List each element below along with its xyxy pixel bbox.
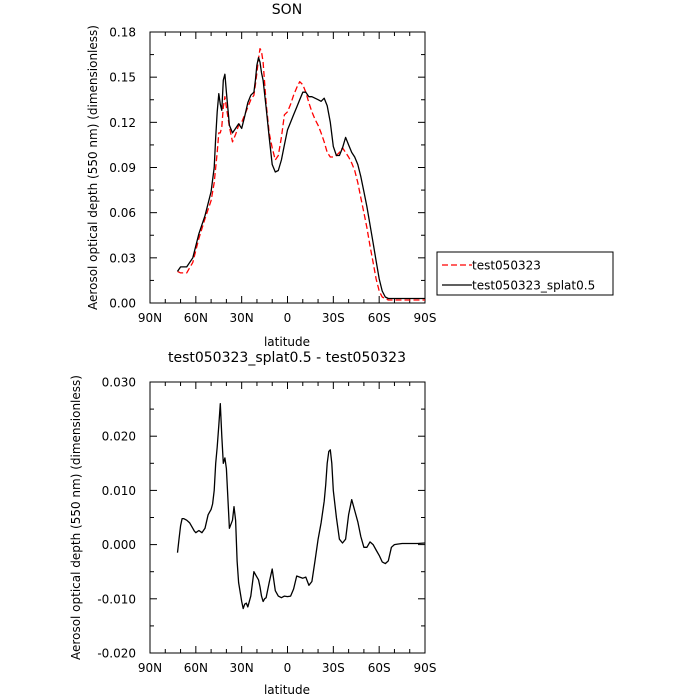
series-line-difference	[176, 403, 426, 610]
chart-son-title: SON	[272, 2, 302, 18]
chart-son-y-axis-label: Aerosol optical depth (550 nm) (dimensio…	[86, 25, 100, 310]
x-tick-label: 60S	[368, 661, 391, 675]
x-tick-label: 0	[284, 661, 292, 675]
chart-son-y-ticks: 0.00 0.03 0.06 0.09 0.12 0.15 0.18	[109, 26, 425, 311]
chart-difference-y-ticks: -0.020 -0.010 0.000 0.010 0.020 0.030	[97, 376, 425, 661]
legend-label-test050323: test050323	[472, 259, 541, 273]
chart-difference-title: test050323_splat0.5 - test050323	[168, 350, 406, 366]
chart-son-x-ticks: 90N 60N 30N 0 30S 60S 90S	[138, 32, 437, 325]
y-tick-label: 0.18	[109, 26, 136, 40]
y-tick-label: 0.09	[109, 161, 136, 175]
chart-son-legend: test050323 test050323_splat0.5	[436, 251, 614, 296]
x-tick-label: 60N	[184, 311, 208, 325]
y-tick-label: -0.020	[97, 647, 136, 661]
x-tick-label: 0	[284, 311, 292, 325]
chart-son: SON 90N 60N 30N 0 30S 60S 90S 0.00 0.03 0.06 0.09…	[86, 2, 614, 349]
x-tick-label: 60N	[184, 661, 208, 675]
chart-son-series	[176, 47, 425, 301]
y-tick-label: 0.15	[109, 71, 136, 85]
y-tick-label: 0.030	[102, 376, 136, 390]
x-tick-label: 90N	[138, 311, 162, 325]
x-tick-label: 30S	[322, 311, 345, 325]
y-tick-label: 0.010	[102, 484, 136, 498]
chart-son-x-axis-label: latitude	[264, 335, 310, 349]
x-tick-label: 30N	[230, 311, 254, 325]
chart-difference-plot-frame	[149, 381, 426, 654]
x-tick-label: 90S	[414, 661, 437, 675]
x-tick-label: 30S	[322, 661, 345, 675]
x-tick-label: 90N	[138, 661, 162, 675]
y-tick-label: 0.020	[102, 430, 136, 444]
y-tick-label: 0.000	[102, 538, 136, 552]
x-tick-label: 30N	[230, 661, 254, 675]
series-line-test050323-splat0.5	[176, 56, 425, 300]
chart-difference-x-axis-label: latitude	[264, 683, 310, 697]
chart-son-plot-frame	[149, 31, 426, 304]
chart-difference-series	[176, 403, 426, 610]
chart-difference-y-axis-label: Aerosol optical depth (550 nm) (dimensio…	[69, 375, 83, 660]
y-tick-label: -0.010	[97, 592, 136, 606]
series-line-test050323	[177, 47, 425, 301]
chart-son-legend-box	[436, 251, 614, 296]
x-tick-label: 60S	[368, 311, 391, 325]
chart-difference-x-ticks: 90N 60N 30N 0 30S 60S 90S	[138, 382, 437, 675]
y-tick-label: 0.00	[109, 297, 136, 311]
x-tick-label: 90S	[414, 311, 437, 325]
y-tick-label: 0.06	[109, 206, 136, 220]
y-tick-label: 0.03	[109, 251, 136, 265]
legend-label-test050323-splat0.5: test050323_splat0.5	[472, 279, 595, 293]
chart-difference: test050323_splat0.5 - test050323 90N 60N 3…	[69, 350, 436, 697]
y-tick-label: 0.12	[109, 116, 136, 130]
